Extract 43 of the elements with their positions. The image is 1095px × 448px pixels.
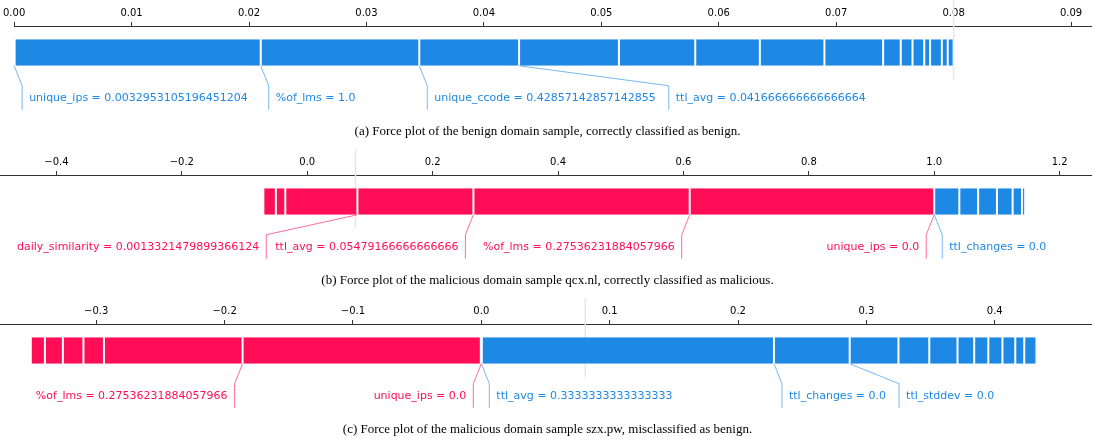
x-tick-label: 1.2 (1051, 155, 1068, 167)
x-tick-label: 0.6 (675, 155, 692, 167)
text: daily_similarity = 0.0013321479899366124 (17, 239, 260, 253)
x-tick-label: 0.09 (1059, 6, 1083, 18)
text: ttl_changes = 0.0 (949, 239, 1047, 253)
text: unique_ips = 0.0 (826, 239, 920, 253)
x-tick-label: 0.02 (237, 6, 261, 18)
x-tick-label: 0.0 (473, 304, 490, 316)
x-tick-label: 0.00 (3, 6, 26, 18)
x-tick-label: 0.0 (299, 155, 316, 167)
x-tick-label: 0.4 (550, 155, 566, 167)
x-tick-label: −0.1 (340, 304, 366, 316)
x-tick-label: −0.2 (169, 155, 194, 167)
text: ttl_avg = 0.041666666666666664 (675, 90, 866, 104)
text: (c) Force plot of the malicious domain sample szx.pw, misclassified as benign. (341, 420, 754, 438)
text: unique_ccode = 0.42857142857142855 (434, 90, 656, 104)
x-tick-label: 0.3 (858, 304, 875, 316)
x-tick-label: 0.2 (730, 304, 746, 316)
x-tick-label: −0.3 (84, 304, 109, 316)
x-tick-label: −0.4 (44, 155, 69, 167)
text: (a) Force plot of the benign domain sample, correctly classified as benign. (353, 122, 742, 140)
x-tick-label: 0.01 (120, 6, 143, 18)
x-tick-label: 0.03 (355, 6, 378, 18)
text: %of_lms = 0.27536231884057966 (35, 388, 228, 402)
text: %of_lms = 1.0 (275, 90, 356, 104)
x-tick-label: 0.4 (986, 304, 1003, 316)
text: ttl_stddev = 0.0 (906, 388, 995, 402)
text: unique_ips = 0.0032953105196451204 (29, 90, 248, 104)
text: ttl_avg = 0.3333333333333333 (496, 388, 673, 402)
x-tick-label: 0.1 (601, 304, 618, 316)
x-tick-label: 0.2 (424, 155, 441, 167)
x-tick-label: 0.04 (472, 6, 495, 18)
text: unique_ips = 0.0 (373, 388, 467, 402)
text: %of_lms = 0.27536231884057966 (482, 239, 675, 253)
x-tick-label: 0.07 (825, 6, 848, 18)
text: ttl_changes = 0.0 (788, 388, 887, 402)
x-tick-label: 0.05 (590, 6, 613, 18)
x-tick-label: 0.06 (707, 6, 730, 18)
text: (b) Force plot of the malicious domain sample qcx.nl, correctly classified as malicious. (320, 271, 775, 289)
text: ttl_avg = 0.05479166666666666 (275, 239, 459, 253)
x-tick-label: 0.8 (800, 155, 817, 167)
x-tick-label: −0.2 (212, 304, 237, 316)
x-tick-label: 1.0 (926, 155, 943, 167)
